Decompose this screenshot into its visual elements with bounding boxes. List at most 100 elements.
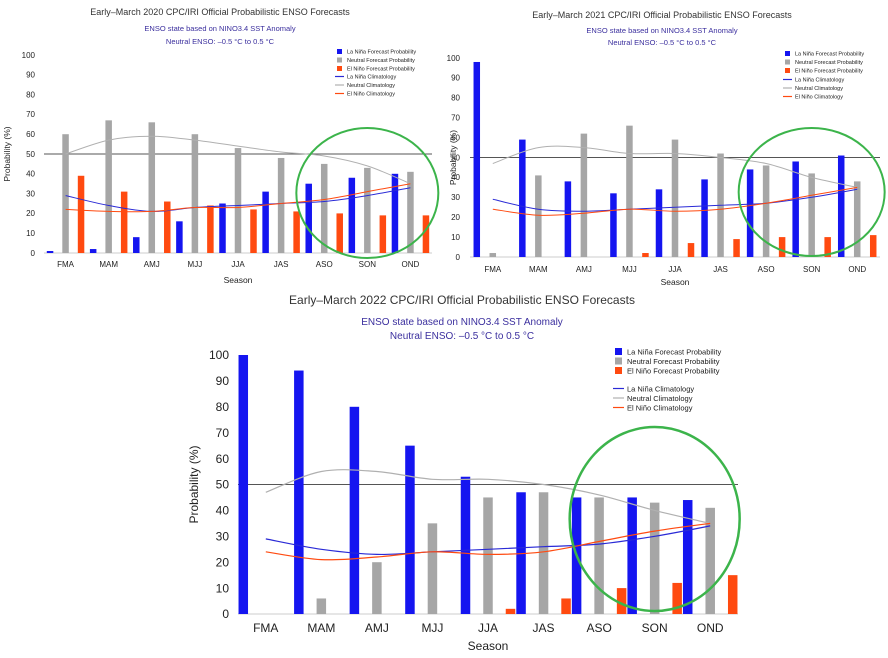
y-tick-label: 20 bbox=[216, 555, 230, 569]
legend-swatch-lanina-forecast bbox=[785, 51, 790, 56]
y-axis-label: Probability (%) bbox=[187, 445, 201, 523]
x-tick-label: FMA bbox=[484, 265, 502, 274]
chart-title: Early–March 2021 CPC/IRI Official Probab… bbox=[532, 10, 792, 20]
x-axis-label: Season bbox=[661, 277, 690, 287]
x-tick-label: JAS bbox=[713, 265, 728, 274]
neutral-bar-jas bbox=[539, 492, 549, 614]
lanina-bar-amj bbox=[350, 407, 360, 614]
x-tick-label: MAM bbox=[99, 260, 118, 269]
neutral-bar-amj bbox=[581, 134, 588, 257]
legend-swatch-neutral-forecast bbox=[785, 60, 790, 65]
neutral-bar-jja bbox=[483, 497, 493, 614]
chart-title: Early–March 2022 CPC/IRI Official Probab… bbox=[289, 293, 635, 307]
lanina-bar-amj bbox=[133, 237, 140, 253]
lanina-bar-mjj bbox=[405, 446, 415, 614]
legend-label-neutral-forecast: Neutral Forecast Probability bbox=[627, 357, 720, 366]
neutral-bar-mjj bbox=[626, 126, 633, 257]
elnino-bar-ond bbox=[728, 575, 738, 614]
lanina-bar-mjj bbox=[610, 193, 617, 257]
elnino-bar-jas bbox=[293, 211, 300, 253]
lanina-bar-jas bbox=[262, 192, 269, 253]
chart-subtitle: ENSO state based on NINO3.4 SST Anomaly bbox=[144, 24, 295, 33]
x-tick-label: OND bbox=[697, 621, 724, 635]
y-tick-label: 70 bbox=[451, 114, 460, 123]
neutral-bar-son bbox=[650, 503, 660, 614]
x-tick-label: MAM bbox=[307, 621, 335, 635]
y-tick-label: 100 bbox=[209, 348, 229, 362]
elnino-bar-mam bbox=[121, 192, 128, 253]
neutral-bar-mjj bbox=[192, 134, 199, 253]
x-tick-label: AMJ bbox=[365, 621, 389, 635]
neutral-bar-jja bbox=[235, 148, 242, 253]
lanina-bar-mam bbox=[294, 371, 304, 614]
enso-forecast-chart-2022: Early–March 2022 CPC/IRI Official Probab… bbox=[170, 292, 888, 658]
y-tick-label: 20 bbox=[26, 209, 35, 218]
elnino-bar-jja bbox=[250, 209, 257, 253]
lanina-bar-aso bbox=[305, 184, 312, 253]
legend-label-elnino-climatology: El Niño Climatology bbox=[347, 92, 395, 98]
x-tick-label: ASO bbox=[758, 265, 775, 274]
lanina-bar-mam bbox=[519, 140, 526, 257]
neutral-bar-son bbox=[808, 173, 815, 257]
legend-swatch-lanina-forecast bbox=[615, 348, 622, 355]
chart-subtitle-neutral-range: Neutral ENSO: –0.5 °C to 0.5 °C bbox=[390, 331, 534, 342]
legend-label-neutral-forecast: Neutral Forecast Probability bbox=[795, 60, 863, 66]
legend-label-lanina-forecast: La Niña Forecast Probability bbox=[627, 348, 721, 357]
y-tick-label: 80 bbox=[26, 90, 35, 99]
lanina-bar-jja bbox=[461, 477, 471, 614]
y-tick-label: 10 bbox=[26, 229, 35, 238]
elnino-bar-jja bbox=[688, 243, 695, 257]
elnino-bar-jas bbox=[733, 239, 740, 257]
lanina-bar-aso bbox=[747, 169, 754, 257]
y-tick-label: 40 bbox=[26, 170, 35, 179]
chart-subtitle: ENSO state based on NINO3.4 SST Anomaly bbox=[586, 26, 737, 35]
chart-svg: Early–March 2020 CPC/IRI Official Probab… bbox=[0, 0, 440, 292]
x-tick-label: ASO bbox=[316, 260, 333, 269]
neutral-bar-amj bbox=[149, 122, 156, 253]
y-axis-label: Probability (%) bbox=[448, 130, 458, 185]
y-tick-label: 60 bbox=[26, 130, 35, 139]
legend-label-elnino-forecast: El Niño Forecast Probability bbox=[627, 367, 720, 376]
legend-label-lanina-climatology: La Niña Climatology bbox=[795, 78, 844, 84]
y-tick-label: 50 bbox=[26, 150, 35, 159]
legend-label-lanina-forecast: La Niña Forecast Probability bbox=[795, 52, 864, 58]
x-tick-label: MAM bbox=[529, 265, 548, 274]
x-tick-label: JJA bbox=[231, 260, 245, 269]
y-axis-label: Probability (%) bbox=[2, 126, 12, 181]
x-tick-label: OND bbox=[402, 260, 420, 269]
legend-swatch-elnino-forecast bbox=[785, 68, 790, 73]
chart-subtitle-neutral-range: Neutral ENSO: –0.5 °C to 0.5 °C bbox=[166, 37, 275, 46]
neutral-bar-amj bbox=[372, 562, 382, 614]
y-tick-label: 90 bbox=[26, 71, 35, 80]
y-tick-label: 80 bbox=[451, 94, 460, 103]
lanina-bar-jja bbox=[219, 204, 226, 254]
neutral-bar-son bbox=[364, 168, 371, 253]
lanina-bar-mjj bbox=[176, 221, 183, 253]
chart-svg: Early–March 2021 CPC/IRI Official Probab… bbox=[444, 0, 888, 292]
legend-swatch-elnino-forecast bbox=[615, 367, 622, 374]
elnino-bar-son bbox=[380, 215, 387, 253]
neutral-bar-mam bbox=[535, 175, 542, 257]
legend-label-neutral-climatology: Neutral Climatology bbox=[627, 394, 693, 403]
elnino-bar-fma bbox=[78, 176, 85, 253]
lanina-bar-fma bbox=[474, 62, 481, 257]
x-tick-label: JJA bbox=[668, 265, 682, 274]
legend-label-lanina-climatology: La Niña Climatology bbox=[347, 75, 396, 81]
legend-swatch-neutral-forecast bbox=[337, 58, 342, 63]
legend-swatch-lanina-forecast bbox=[337, 49, 342, 54]
neutral-bar-aso bbox=[594, 497, 604, 614]
y-tick-label: 20 bbox=[451, 213, 460, 222]
elnino-bar-amj bbox=[164, 202, 171, 253]
y-tick-label: 50 bbox=[216, 478, 230, 492]
y-tick-label: 70 bbox=[26, 110, 35, 119]
x-tick-label: SON bbox=[803, 265, 821, 274]
x-tick-label: MJJ bbox=[188, 260, 203, 269]
lanina-bar-jas bbox=[701, 179, 708, 257]
lanina-bar-son bbox=[627, 497, 637, 614]
lanina-bar-jja bbox=[656, 189, 663, 257]
neutral-bar-jja bbox=[672, 140, 679, 257]
x-tick-label: MJJ bbox=[622, 265, 637, 274]
legend-label-lanina-climatology: La Niña Climatology bbox=[627, 385, 694, 394]
